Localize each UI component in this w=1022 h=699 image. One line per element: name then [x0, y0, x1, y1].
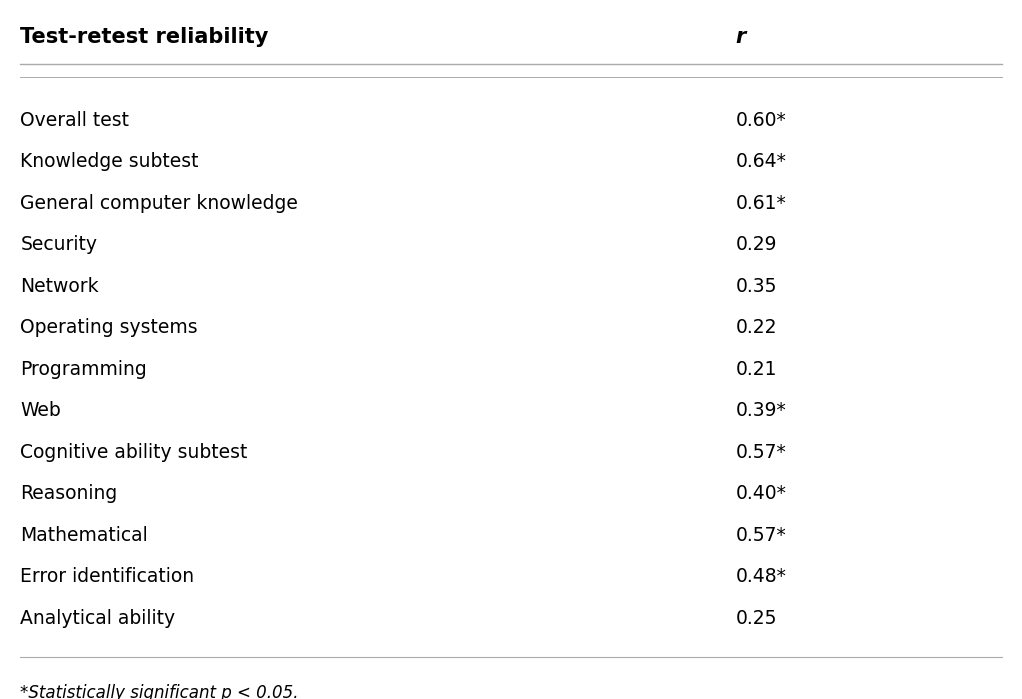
- Text: *Statistically significant p < 0.05.: *Statistically significant p < 0.05.: [20, 684, 299, 699]
- Text: 0.39*: 0.39*: [736, 401, 787, 420]
- Text: Error identification: Error identification: [20, 567, 194, 586]
- Text: 0.48*: 0.48*: [736, 567, 787, 586]
- Text: Web: Web: [20, 401, 61, 420]
- Text: Knowledge subtest: Knowledge subtest: [20, 152, 199, 171]
- Text: Cognitive ability subtest: Cognitive ability subtest: [20, 442, 247, 461]
- Text: 0.57*: 0.57*: [736, 526, 787, 545]
- Text: 0.64*: 0.64*: [736, 152, 787, 171]
- Text: Programming: Programming: [20, 359, 147, 379]
- Text: Overall test: Overall test: [20, 110, 130, 129]
- Text: Mathematical: Mathematical: [20, 526, 148, 545]
- Text: 0.21: 0.21: [736, 359, 778, 379]
- Text: 0.61*: 0.61*: [736, 194, 787, 212]
- Text: 0.40*: 0.40*: [736, 484, 787, 503]
- Text: Operating systems: Operating systems: [20, 318, 198, 337]
- Text: General computer knowledge: General computer knowledge: [20, 194, 298, 212]
- Text: Analytical ability: Analytical ability: [20, 609, 176, 628]
- Text: Network: Network: [20, 277, 99, 296]
- Text: Security: Security: [20, 235, 97, 254]
- Text: 0.35: 0.35: [736, 277, 778, 296]
- Text: 0.29: 0.29: [736, 235, 778, 254]
- Text: 0.57*: 0.57*: [736, 442, 787, 461]
- Text: Test-retest reliability: Test-retest reliability: [20, 27, 269, 47]
- Text: 0.60*: 0.60*: [736, 110, 787, 129]
- Text: r: r: [736, 27, 746, 47]
- Text: 0.22: 0.22: [736, 318, 778, 337]
- Text: Reasoning: Reasoning: [20, 484, 118, 503]
- Text: 0.25: 0.25: [736, 609, 778, 628]
